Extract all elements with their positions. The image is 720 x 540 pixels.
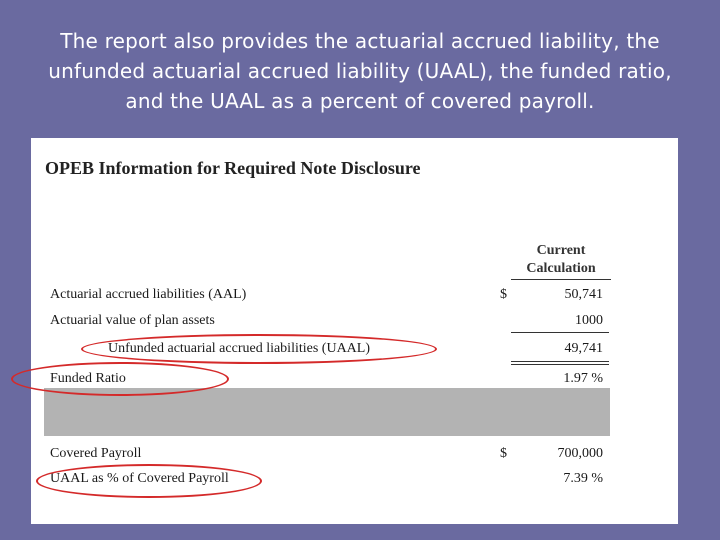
gray-band	[44, 388, 610, 436]
row-label-aal: Actuarial accrued liabilities (AAL)	[50, 287, 247, 302]
row-label-plan-assets: Actuarial value of plan assets	[50, 313, 215, 328]
row-value-uaal: 49,741	[564, 341, 604, 356]
row-value-uaal-percent: 7.39 %	[563, 471, 603, 486]
highlight-ellipse-funded-ratio	[11, 362, 229, 396]
subtotal-rule	[511, 332, 609, 333]
table-title: OPEB Information for Required Note Discl…	[45, 158, 421, 178]
total-rule-top	[511, 361, 609, 362]
currency-symbol-aal: $	[500, 287, 507, 302]
table-panel: OPEB Information for Required Note Discl…	[11, 138, 678, 524]
highlight-ellipse-uaal-percent	[36, 464, 262, 498]
row-value-covered-payroll: 700,000	[557, 446, 604, 461]
column-header: Current Calculation	[511, 242, 611, 280]
row-value-plan-assets: 1000	[575, 313, 603, 328]
slide-title: The report also provides the actuarial a…	[48, 29, 672, 113]
row-label-covered-payroll: Covered Payroll	[50, 446, 142, 461]
highlight-ellipse-uaal	[81, 334, 437, 364]
currency-symbol-payroll: $	[500, 446, 507, 461]
row-value-aal: 50,741	[564, 287, 604, 302]
row-value-funded-ratio: 1.97 %	[563, 371, 603, 386]
total-rule-bottom	[511, 364, 609, 365]
